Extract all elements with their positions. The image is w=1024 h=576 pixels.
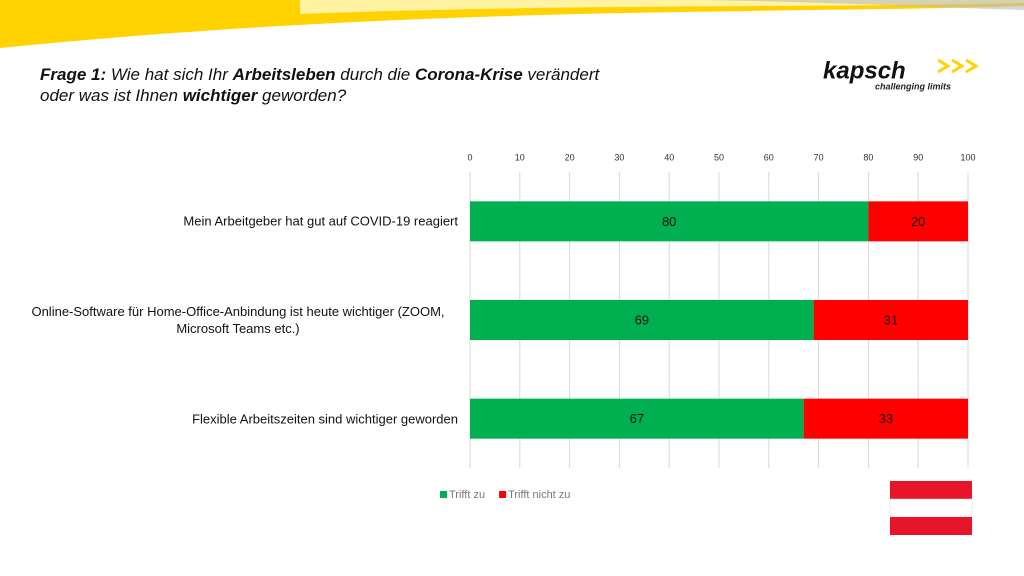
title-run: Arbeitsleben [232,65,336,84]
y-tick-label: Mein Arbeitgeber hat gut auf COVID-19 re… [183,213,458,229]
category-label-box: Online-Software für Home-Office-Anbindun… [18,303,458,337]
x-tick-label: 40 [664,152,674,162]
bar-segment [803,398,968,439]
data-label: 31 [884,312,898,327]
x-tick-label: 50 [714,152,724,162]
title-run: Wie hat sich Ihr [106,65,233,84]
x-tick-label: 20 [565,152,575,162]
bar-segment [813,300,968,340]
title-run: Corona-Krise [414,65,523,84]
category-label-box: Mein Arbeitgeber hat gut auf COVID-19 re… [18,213,458,230]
title-run: Frage 1: [40,65,107,84]
legend-swatch [440,491,447,498]
legend-label: Trifft nicht zu [508,489,570,501]
logo-name: kapsch [823,57,906,84]
y-tick-label: Online-Software für Home-Office-Anbindun… [31,304,445,336]
legend-swatch [499,491,507,498]
title-run: durch die [335,65,415,84]
bar-segment [470,201,869,242]
flag-stripe [890,481,972,499]
x-tick-label: 100 [960,152,975,162]
bar-segment [470,398,804,439]
legend-label: Trifft zu [449,489,485,501]
logo-arrows [937,58,979,74]
x-tick-label: 10 [515,152,525,162]
title-run: oder was ist Ihnen [40,86,183,105]
flag-stripe [889,498,973,518]
data-label: 69 [635,312,649,327]
x-tick-label: 60 [764,152,774,162]
header-swoosh [0,0,1024,48]
logo-tagline: challenging limits [875,81,951,91]
title-run: geworden? [257,86,347,105]
header-swoosh-gray [700,0,1024,10]
data-label: 80 [662,214,676,229]
bar-segment [470,300,814,340]
x-tick-label: 30 [614,152,624,162]
x-tick-label: 80 [863,152,873,162]
flag-stripe [890,517,972,535]
y-tick-label: Flexible Arbeitszeiten sind wichtiger ge… [192,411,458,427]
bar-segment [868,201,968,242]
data-label: 33 [879,411,893,426]
x-tick-label: 70 [814,152,824,162]
category-label-box: Flexible Arbeitszeiten sind wichtiger ge… [18,410,458,427]
title-run: verändert [522,65,600,84]
data-label: 20 [911,214,925,229]
title-run: wichtiger [182,86,258,105]
x-tick-label: 90 [913,152,923,162]
title: Frage 1: Wie hat sich Ihr Arbeitsleben d… [40,64,599,106]
x-tick-label: 0 [467,152,472,162]
data-label: 67 [630,411,644,426]
